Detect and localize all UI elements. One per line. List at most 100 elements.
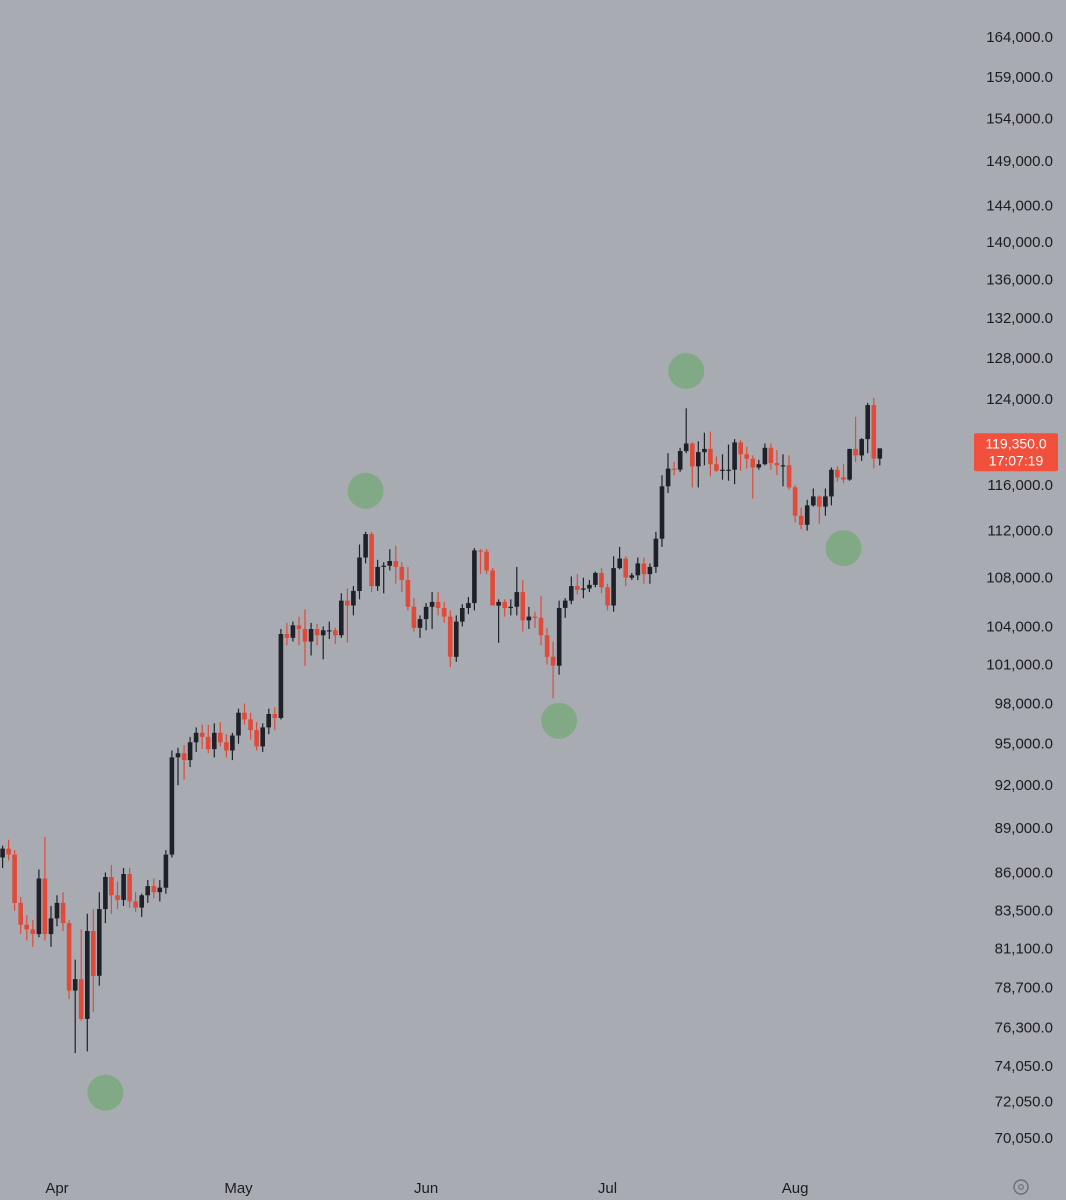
candle bbox=[798, 507, 804, 530]
candle-body bbox=[423, 606, 429, 620]
gear-icon bbox=[1013, 1179, 1029, 1195]
candle bbox=[369, 531, 374, 593]
candle-body bbox=[91, 931, 96, 976]
price-tick-label: 136,000.0 bbox=[986, 271, 1053, 288]
candle bbox=[12, 850, 17, 911]
candle-body bbox=[399, 566, 405, 580]
price-tick-label: 164,000.0 bbox=[986, 29, 1053, 46]
candle-body bbox=[6, 848, 11, 855]
candle-body bbox=[792, 487, 798, 516]
time-axis[interactable]: Apr May Jun Jul Aug bbox=[45, 1180, 808, 1197]
candle bbox=[447, 610, 453, 667]
candle-body bbox=[345, 600, 350, 606]
candle bbox=[133, 892, 138, 913]
candle-body bbox=[435, 601, 441, 608]
candle bbox=[835, 466, 840, 482]
candle-body bbox=[526, 616, 532, 621]
candle bbox=[859, 438, 864, 461]
candle-body bbox=[387, 561, 392, 566]
candle-body bbox=[12, 854, 17, 903]
candle bbox=[460, 604, 465, 627]
candle-body bbox=[205, 736, 211, 750]
candle bbox=[103, 872, 108, 924]
price-tick-label: 72,050.0 bbox=[995, 1094, 1053, 1111]
candle-body bbox=[490, 570, 495, 606]
candle-body bbox=[683, 443, 689, 452]
candle-body bbox=[472, 550, 477, 604]
candle-body bbox=[496, 601, 501, 606]
candle-body bbox=[139, 895, 144, 908]
candle bbox=[193, 727, 199, 752]
candle-body bbox=[835, 469, 840, 478]
candle bbox=[393, 545, 399, 584]
candle-body bbox=[460, 608, 465, 622]
candle bbox=[109, 865, 114, 914]
candle-body bbox=[411, 606, 417, 628]
candle-body bbox=[109, 877, 114, 896]
candle-body bbox=[266, 714, 271, 728]
candle-body bbox=[581, 588, 586, 590]
candle-body bbox=[236, 712, 241, 736]
candle-body bbox=[702, 448, 707, 453]
candle-body bbox=[260, 727, 265, 747]
candle bbox=[490, 568, 495, 606]
candle-body bbox=[804, 505, 810, 525]
candle bbox=[599, 568, 604, 594]
marker-dot bbox=[825, 530, 862, 567]
price-axis[interactable]: 164,000.0 159,000.0 154,000.0 149,000.0 144,… bbox=[986, 29, 1053, 1147]
candle bbox=[629, 572, 635, 581]
candle-body bbox=[230, 735, 235, 751]
candle bbox=[726, 444, 731, 481]
candle bbox=[375, 559, 380, 591]
candle-body bbox=[629, 575, 635, 578]
candle bbox=[877, 448, 883, 466]
candle bbox=[85, 913, 90, 1052]
candle-body bbox=[24, 924, 29, 930]
candle bbox=[611, 556, 616, 612]
candle bbox=[435, 592, 441, 616]
candle bbox=[744, 446, 749, 469]
month-label: Jun bbox=[414, 1180, 438, 1197]
candle-body bbox=[103, 877, 108, 910]
candle bbox=[417, 615, 423, 638]
candle-body bbox=[599, 572, 604, 588]
candle-body bbox=[97, 909, 102, 976]
candle-body bbox=[653, 538, 659, 567]
candle bbox=[30, 920, 36, 947]
candle bbox=[212, 723, 217, 758]
price-tick-label: 86,000.0 bbox=[995, 865, 1053, 882]
candle bbox=[236, 708, 241, 744]
candle-body bbox=[314, 629, 320, 636]
price-tick-label: 81,100.0 bbox=[995, 940, 1053, 957]
candle bbox=[357, 544, 362, 600]
candle bbox=[18, 896, 23, 935]
candle-body bbox=[605, 587, 610, 606]
price-tick-label: 154,000.0 bbox=[986, 110, 1053, 127]
candle bbox=[514, 566, 520, 616]
candle-body bbox=[417, 619, 423, 628]
candle-body bbox=[218, 732, 223, 743]
candle bbox=[260, 723, 265, 752]
candle bbox=[520, 580, 526, 632]
candle-body bbox=[786, 465, 792, 488]
price-tick-label: 92,000.0 bbox=[995, 777, 1053, 794]
candle bbox=[786, 455, 792, 490]
candle bbox=[653, 531, 659, 573]
price-tick-label: 149,000.0 bbox=[986, 153, 1053, 170]
candle bbox=[605, 583, 610, 611]
candle bbox=[224, 734, 229, 758]
candle-body bbox=[254, 730, 259, 747]
candle-body bbox=[811, 496, 816, 506]
candle bbox=[847, 448, 852, 481]
axis-settings-button[interactable] bbox=[1013, 1179, 1029, 1195]
candle-body bbox=[532, 616, 538, 618]
candle-body bbox=[72, 979, 78, 991]
candle-body bbox=[593, 572, 598, 585]
candle bbox=[242, 703, 247, 725]
candle-body bbox=[562, 600, 568, 608]
candle bbox=[48, 906, 54, 947]
price-tick-label: 108,000.0 bbox=[986, 570, 1053, 587]
candle-body bbox=[665, 468, 671, 487]
